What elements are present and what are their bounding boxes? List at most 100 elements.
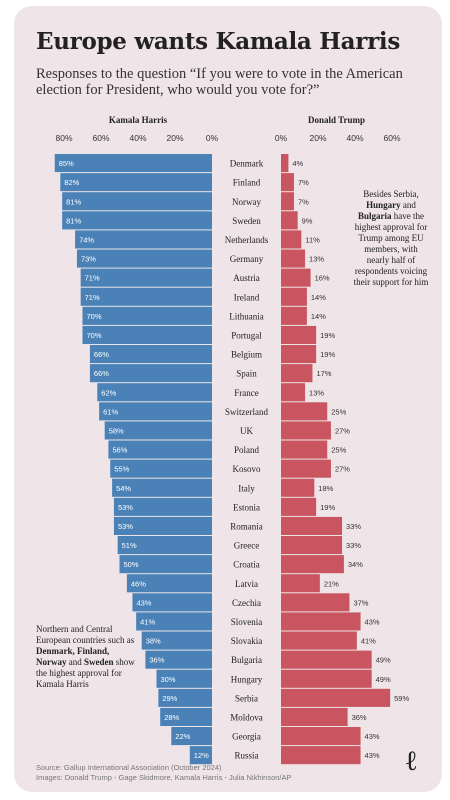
bar-harris — [108, 440, 212, 459]
bar-trump — [281, 707, 348, 726]
data-label-harris: 43% — [136, 598, 151, 607]
data-label-harris: 41% — [140, 617, 155, 626]
data-label-harris: 22% — [175, 732, 190, 741]
bar-trump — [281, 325, 317, 344]
bar-trump — [281, 555, 344, 574]
bar-trump — [281, 268, 311, 287]
category-label: Denmark — [230, 159, 264, 169]
bar-harris — [89, 345, 212, 364]
bar-harris — [126, 574, 212, 593]
category-label: Portugal — [231, 330, 262, 340]
bar-trump — [281, 230, 302, 249]
bar-harris — [82, 325, 212, 344]
category-label: Finland — [233, 178, 261, 188]
annotation-trump: Besides Serbia, Hungary and Bulgaria hav… — [352, 189, 430, 288]
bar-harris — [132, 593, 212, 612]
data-label-harris: 29% — [162, 694, 177, 703]
tick-label-harris: 40% — [129, 133, 146, 143]
data-label-trump: 18% — [318, 484, 333, 493]
data-label-trump: 19% — [320, 503, 335, 512]
tick-label-trump: 0% — [275, 133, 288, 143]
data-label-trump: 13% — [309, 388, 324, 397]
bar-trump — [281, 345, 317, 364]
bar-trump — [281, 154, 289, 173]
bar-trump — [281, 536, 343, 555]
data-label-trump: 43% — [365, 732, 380, 741]
bar-harris — [76, 249, 212, 268]
bar-harris — [158, 688, 212, 707]
data-label-harris: 30% — [161, 675, 176, 684]
category-label: Romania — [230, 521, 263, 531]
data-label-trump: 34% — [348, 560, 363, 569]
category-label: Greece — [234, 541, 259, 551]
bar-trump — [281, 497, 317, 516]
annotation-trump-bold-1: Hungary — [366, 200, 401, 210]
bar-harris — [160, 707, 212, 726]
annotation-harris-bold-1: Denmark, Finland, Norway — [36, 646, 110, 667]
category-label: Netherlands — [225, 235, 269, 245]
bar-harris — [99, 402, 212, 421]
category-label: Georgia — [232, 732, 261, 742]
data-label-harris: 46% — [131, 579, 146, 588]
bar-harris — [145, 650, 212, 669]
category-label: Bulgaria — [231, 655, 262, 665]
data-label-trump: 27% — [335, 426, 350, 435]
tick-label-harris: 80% — [55, 133, 72, 143]
data-label-harris: 66% — [94, 369, 109, 378]
bar-harris — [141, 631, 212, 650]
bar-trump — [281, 306, 307, 325]
category-label: Estonia — [233, 502, 260, 512]
bar-trump — [281, 669, 372, 688]
data-label-harris: 54% — [116, 484, 131, 493]
bar-trump — [281, 383, 306, 402]
category-label: Lithuania — [229, 311, 264, 321]
data-label-trump: 11% — [305, 235, 320, 244]
data-label-harris: 71% — [85, 293, 100, 302]
data-label-harris: 70% — [87, 312, 102, 321]
data-label-trump: 25% — [331, 446, 346, 455]
bar-harris — [113, 497, 212, 516]
data-label-harris: 66% — [94, 350, 109, 359]
annotation-trump-text-2: and — [400, 200, 416, 210]
bar-harris — [104, 421, 212, 440]
data-label-trump: 37% — [353, 598, 368, 607]
bar-harris — [119, 555, 212, 574]
data-label-trump: 14% — [311, 312, 326, 321]
data-label-trump: 43% — [365, 617, 380, 626]
bar-harris — [60, 173, 212, 192]
tick-label-trump: 20% — [309, 133, 326, 143]
data-label-trump: 33% — [346, 522, 361, 531]
infographic-card: Europe wants Kamala Harris Responses to … — [14, 6, 442, 792]
category-label: UK — [240, 426, 253, 436]
data-label-harris: 53% — [118, 522, 133, 531]
category-label: Austria — [233, 273, 260, 283]
category-label: Switzerland — [225, 407, 268, 417]
data-label-harris: 74% — [79, 235, 94, 244]
annotation-harris: Northern and Central European countries … — [36, 624, 136, 690]
category-label: Latvia — [235, 579, 258, 589]
category-label: Czechia — [232, 598, 261, 608]
bar-chart: Kamala Harris Donald Trump 80% 60% 40% 20% 0% 0… — [54, 115, 409, 765]
chart-subtitle: Responses to the question “If you were t… — [36, 66, 403, 98]
data-label-trump: 41% — [361, 637, 376, 646]
annotation-trump-text-3: have the highest approval for Trump amon… — [353, 211, 429, 287]
bar-trump — [281, 688, 391, 707]
data-label-trump: 49% — [376, 675, 391, 684]
tick-label-trump: 60% — [383, 133, 400, 143]
data-label-trump: 7% — [298, 197, 309, 206]
category-label: France — [234, 388, 259, 398]
data-label-trump: 59% — [394, 694, 409, 703]
data-label-harris: 62% — [101, 388, 116, 397]
bar-harris — [110, 459, 212, 478]
data-label-trump: 7% — [298, 178, 309, 187]
data-label-trump: 25% — [331, 407, 346, 416]
source-line: Source: Gallup International Association… — [36, 763, 222, 772]
data-label-trump: 9% — [302, 216, 313, 225]
tick-label-harris: 20% — [166, 133, 183, 143]
data-label-harris: 73% — [81, 255, 96, 264]
bar-harris — [97, 383, 212, 402]
legend-trump: Donald Trump — [308, 115, 365, 125]
bar-trump — [281, 421, 331, 440]
category-label: Poland — [234, 445, 260, 455]
bar-trump — [281, 173, 294, 192]
